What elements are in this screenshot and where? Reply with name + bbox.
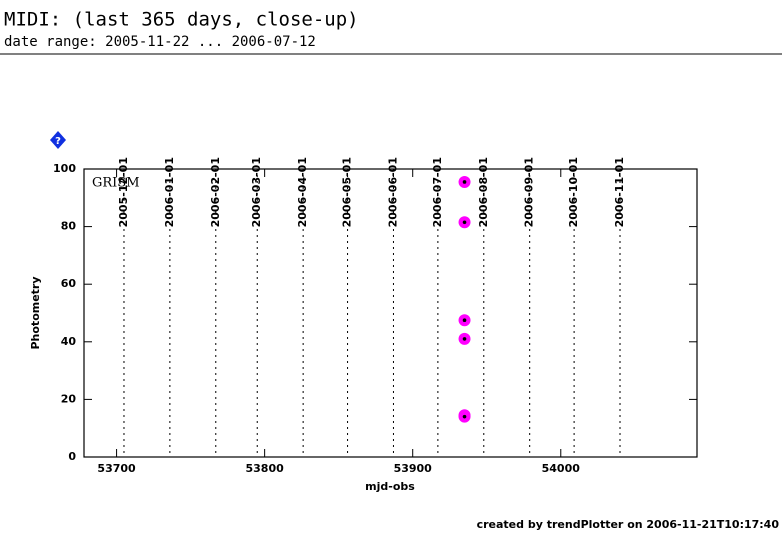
x-tick-label: 53900 bbox=[394, 462, 433, 475]
date-label: 2006-06-01 bbox=[386, 157, 399, 227]
y-tick-label: 0 bbox=[68, 450, 76, 463]
y-tick-label: 80 bbox=[61, 220, 77, 233]
date-label: 2006-02-01 bbox=[209, 157, 222, 227]
point-center bbox=[462, 337, 467, 341]
help-diamond[interactable] bbox=[50, 131, 66, 149]
footer: created by trendPlotter on 2006-11-21T10… bbox=[477, 518, 780, 531]
x-tick-label: 54000 bbox=[542, 462, 581, 475]
date-label: 2006-05-01 bbox=[341, 157, 354, 227]
date-label: 2006-11-01 bbox=[613, 157, 626, 227]
point-center bbox=[462, 318, 467, 323]
date-label: 2006-09-01 bbox=[523, 157, 536, 227]
title: MIDI: (last 365 days, close-up) bbox=[4, 9, 359, 31]
annotation: GRISM bbox=[92, 176, 140, 191]
point-center bbox=[462, 414, 467, 419]
plot-frame bbox=[83, 168, 698, 458]
y-tick-label: 40 bbox=[61, 335, 77, 348]
date-label: 2006-03-01 bbox=[250, 157, 263, 227]
y-tick-label: 100 bbox=[53, 162, 76, 175]
point-center bbox=[462, 180, 467, 184]
x-tick-label: 53700 bbox=[97, 462, 136, 475]
point-center bbox=[462, 220, 467, 225]
date-label: 2006-10-01 bbox=[567, 157, 580, 227]
help-icon[interactable]: ? bbox=[50, 131, 66, 149]
y-tick-label: 20 bbox=[61, 392, 77, 405]
y-tick-label: 60 bbox=[61, 277, 77, 290]
help-mark[interactable]: ? bbox=[55, 136, 61, 147]
date-label: 2005-12-01 bbox=[117, 157, 130, 227]
y-axis-label: Photometry bbox=[29, 276, 42, 349]
date-label: 2006-08-01 bbox=[477, 157, 490, 227]
date-label: 2006-07-01 bbox=[431, 157, 444, 227]
date-label: 2006-01-01 bbox=[163, 157, 176, 227]
date-label: 2006-04-01 bbox=[296, 157, 309, 227]
x-axis-label: mjd-obs bbox=[365, 480, 415, 493]
subtitle: date range: 2005-11-22 ... 2006-07-12 bbox=[4, 34, 316, 50]
x-tick-label: 53800 bbox=[246, 462, 285, 475]
